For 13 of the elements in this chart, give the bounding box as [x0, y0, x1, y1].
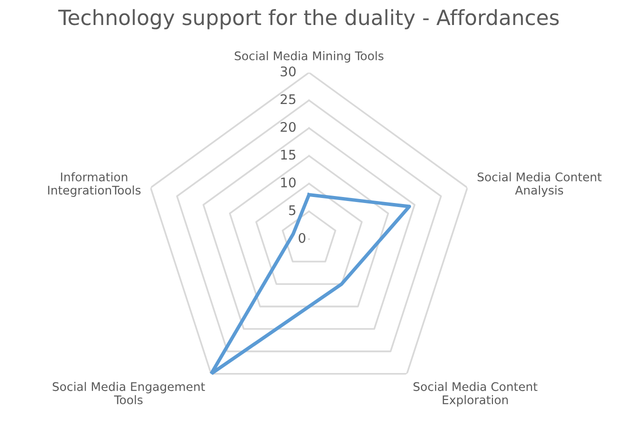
- y-tick-label: 15: [281, 150, 296, 160]
- y-tick-label: 0: [298, 232, 306, 243]
- y-tick-label: 20: [280, 122, 296, 132]
- y-tick-label: 30: [280, 66, 296, 76]
- y-tick-label: 10: [281, 177, 296, 188]
- y-tick-label: 5: [289, 205, 296, 216]
- spoke-label: Social Media Content Exploration: [414, 382, 538, 407]
- spoke-label: Social Media Content Analysis: [478, 172, 602, 197]
- spoke-label: Social Media Mining Tools: [234, 51, 384, 63]
- chart-title: Technology support for the duality - Affordances: [58, 9, 559, 30]
- y-tick-label: 25: [280, 94, 296, 104]
- spoke-label: Social Media Engagement Tools: [52, 382, 205, 404]
- spoke-label: Information IntegrationTools: [48, 172, 141, 197]
